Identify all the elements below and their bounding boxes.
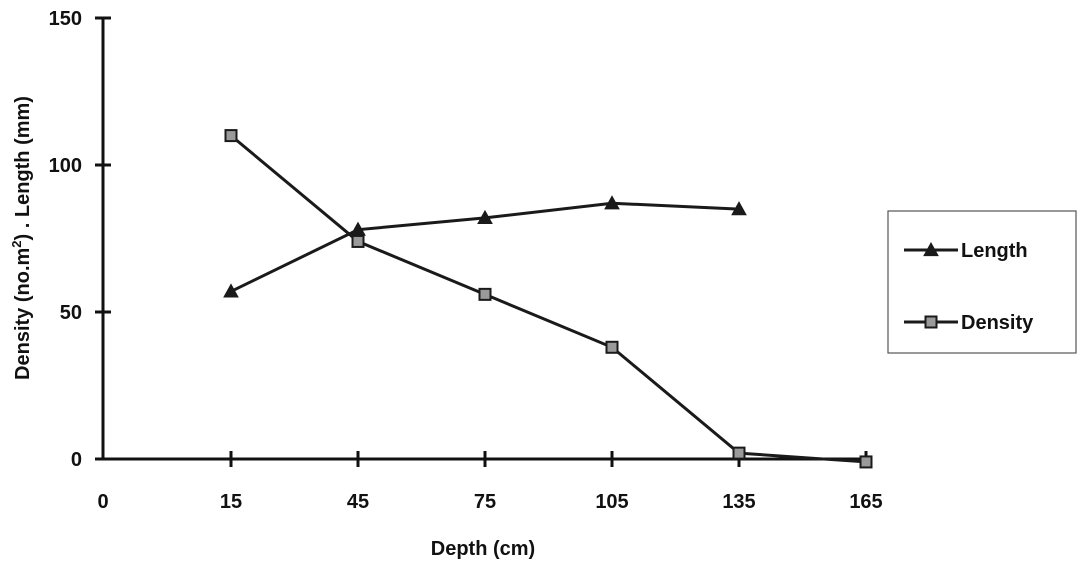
legend-marker-density xyxy=(924,315,938,329)
data-point-length xyxy=(604,195,620,210)
data-point-density xyxy=(859,455,873,469)
legend-item-density: Density xyxy=(904,312,1034,334)
y-axis-label-superscript: 2 xyxy=(9,240,24,247)
y-tick-label: 100 xyxy=(49,155,82,177)
legend: Length Density xyxy=(887,210,1077,354)
data-point-density xyxy=(605,340,619,354)
x-tick-label: 45 xyxy=(347,491,369,513)
y-axis-label-suffix: ) . Length (mm) xyxy=(12,96,34,240)
x-tick-label: 15 xyxy=(220,491,242,513)
x-tick-label: 105 xyxy=(595,491,628,513)
series-line-density xyxy=(230,134,867,464)
series-length xyxy=(223,195,747,298)
data-point-length xyxy=(223,283,239,298)
x-tick-label: 75 xyxy=(474,491,496,513)
data-point-length xyxy=(477,209,493,225)
y-axis-label-prefix: Density (no.m xyxy=(12,248,34,380)
legend-item-length: Length xyxy=(904,240,1028,262)
legend-box xyxy=(887,210,1077,354)
x-tick-label: 0 xyxy=(97,491,108,513)
data-point-density xyxy=(732,446,746,460)
x-tick-label: 165 xyxy=(849,491,882,513)
y-tick-label: 50 xyxy=(60,302,82,324)
tick-labels: 0 50 100 150 0 15 45 75 105 135 165 xyxy=(49,8,883,513)
data-point-length xyxy=(731,201,747,216)
y-tick-label: 150 xyxy=(49,8,82,30)
x-tick-label: 135 xyxy=(722,491,755,513)
y-tick-label: 0 xyxy=(71,449,82,471)
data-point-density xyxy=(478,287,492,301)
x-axis-label: Depth (cm) xyxy=(431,538,535,560)
series-density xyxy=(224,129,873,469)
legend-label: Length xyxy=(961,240,1028,262)
tick-marks xyxy=(95,16,868,467)
data-point-density xyxy=(351,234,365,248)
data-point-density xyxy=(224,129,238,143)
axes xyxy=(101,18,866,461)
legend-label: Density xyxy=(961,312,1034,334)
series xyxy=(223,129,873,469)
legend-marker-length xyxy=(923,241,939,257)
y-axis-label: Density (no.m2) . Length (mm) xyxy=(9,96,34,380)
